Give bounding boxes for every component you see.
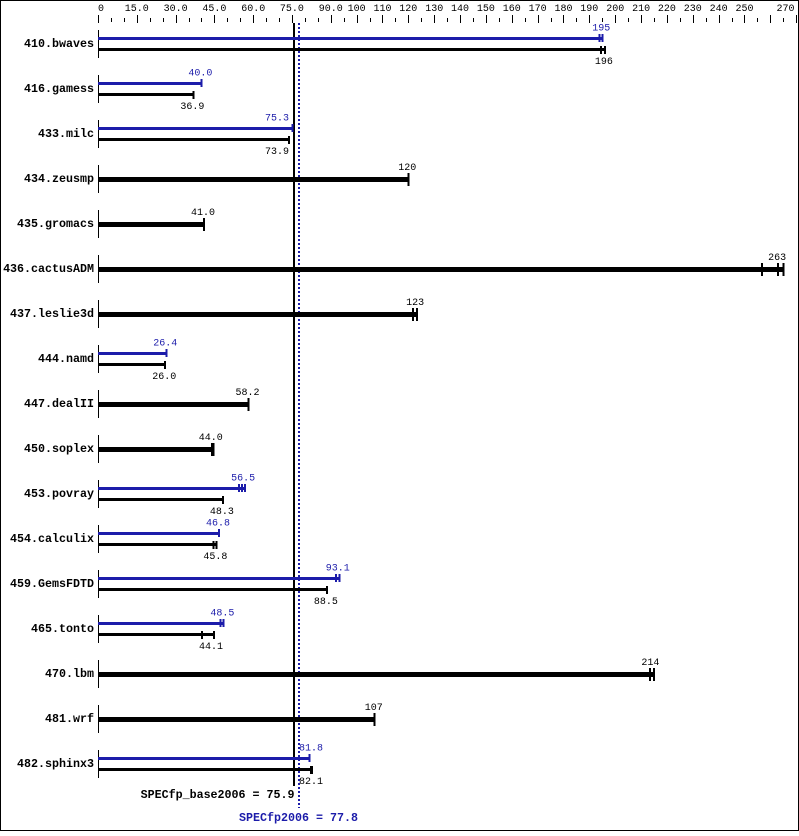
svg-text:435.gromacs: 435.gromacs: [17, 217, 94, 231]
svg-text:48.5: 48.5: [210, 609, 234, 620]
svg-text:200: 200: [606, 4, 624, 15]
svg-text:482.sphinx3: 482.sphinx3: [17, 757, 94, 771]
svg-text:160: 160: [503, 4, 521, 15]
svg-text:81.8: 81.8: [299, 744, 323, 755]
svg-text:250: 250: [735, 4, 753, 15]
svg-text:416.gamess: 416.gamess: [24, 82, 94, 96]
svg-text:123: 123: [406, 298, 424, 309]
svg-text:433.milc: 433.milc: [38, 127, 94, 141]
svg-text:453.povray: 453.povray: [24, 487, 94, 501]
svg-text:170: 170: [529, 4, 547, 15]
svg-text:75.3: 75.3: [265, 114, 289, 125]
svg-text:447.dealII: 447.dealII: [24, 397, 94, 411]
svg-text:58.2: 58.2: [235, 388, 259, 399]
svg-text:240: 240: [710, 4, 728, 15]
svg-text:220: 220: [658, 4, 676, 15]
svg-text:0: 0: [98, 4, 104, 15]
svg-text:210: 210: [632, 4, 650, 15]
svg-text:140: 140: [451, 4, 469, 15]
svg-text:41.0: 41.0: [191, 208, 215, 219]
svg-text:263: 263: [768, 253, 786, 264]
svg-text:82.1: 82.1: [299, 777, 323, 788]
svg-text:450.soplex: 450.soplex: [24, 442, 94, 456]
svg-text:26.0: 26.0: [152, 372, 176, 383]
svg-text:44.0: 44.0: [199, 433, 223, 444]
svg-text:36.9: 36.9: [180, 102, 204, 113]
svg-text:44.1: 44.1: [199, 642, 223, 653]
svg-text:88.5: 88.5: [314, 597, 338, 608]
svg-text:465.tonto: 465.tonto: [31, 622, 94, 636]
svg-text:30.0: 30.0: [164, 4, 188, 15]
svg-text:459.GemsFDTD: 459.GemsFDTD: [10, 577, 94, 591]
svg-text:SPECfp2006 = 77.8: SPECfp2006 = 77.8: [239, 811, 358, 825]
svg-text:107: 107: [365, 703, 383, 714]
svg-text:230: 230: [684, 4, 702, 15]
svg-text:270: 270: [776, 4, 794, 15]
svg-text:481.wrf: 481.wrf: [45, 712, 94, 726]
svg-text:40.0: 40.0: [188, 69, 212, 80]
svg-text:48.3: 48.3: [210, 507, 234, 518]
svg-text:214: 214: [641, 658, 659, 669]
svg-text:130: 130: [425, 4, 443, 15]
svg-text:437.leslie3d: 437.leslie3d: [10, 307, 94, 321]
svg-text:SPECfp_base2006 = 75.9: SPECfp_base2006 = 75.9: [141, 788, 295, 802]
svg-text:410.bwaves: 410.bwaves: [24, 37, 94, 51]
svg-text:56.5: 56.5: [231, 474, 255, 485]
svg-text:93.1: 93.1: [326, 564, 350, 575]
svg-text:180: 180: [554, 4, 572, 15]
svg-text:150: 150: [477, 4, 495, 15]
svg-text:90.0: 90.0: [319, 4, 343, 15]
svg-text:444.namd: 444.namd: [38, 352, 94, 366]
svg-text:45.8: 45.8: [203, 552, 227, 563]
svg-text:195: 195: [592, 24, 610, 35]
svg-text:120: 120: [399, 4, 417, 15]
svg-text:454.calculix: 454.calculix: [10, 532, 94, 546]
svg-text:110: 110: [373, 4, 391, 15]
svg-text:75.0: 75.0: [280, 4, 304, 15]
svg-text:436.cactusADM: 436.cactusADM: [3, 262, 94, 276]
svg-text:73.9: 73.9: [265, 147, 289, 158]
svg-text:100: 100: [348, 4, 366, 15]
svg-text:120: 120: [398, 163, 416, 174]
svg-text:46.8: 46.8: [206, 519, 230, 530]
svg-text:434.zeusmp: 434.zeusmp: [24, 172, 94, 186]
svg-text:190: 190: [580, 4, 598, 15]
svg-text:470.lbm: 470.lbm: [45, 667, 94, 681]
svg-text:196: 196: [595, 57, 613, 68]
svg-text:60.0: 60.0: [241, 4, 265, 15]
svg-text:15.0: 15.0: [125, 4, 149, 15]
svg-text:26.4: 26.4: [153, 339, 177, 350]
svg-text:45.0: 45.0: [202, 4, 226, 15]
